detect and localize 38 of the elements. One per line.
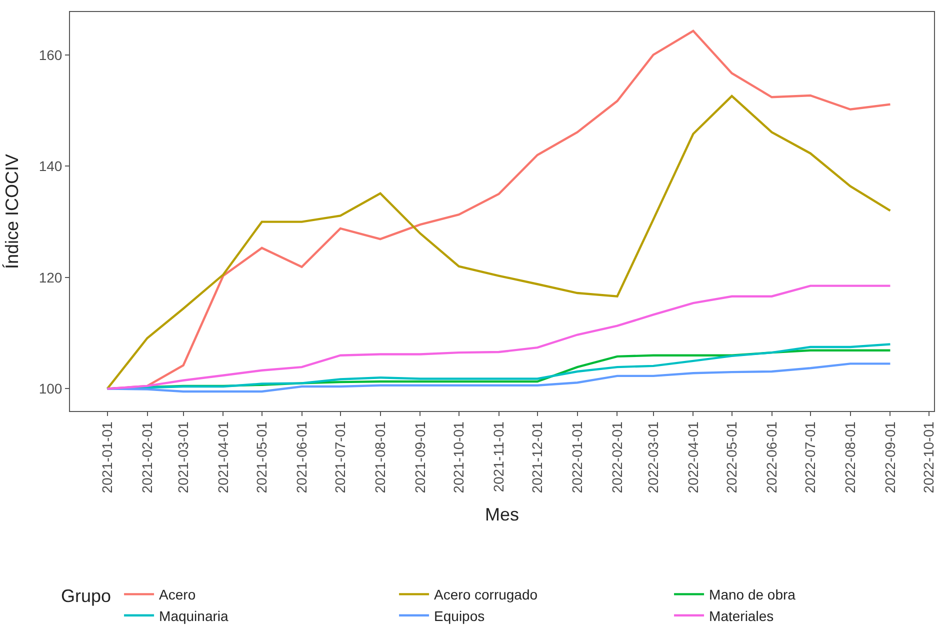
y-tick-label: 100	[38, 380, 62, 397]
x-tick-label: 2021-08-01	[372, 421, 388, 494]
legend-label: Acero corrugado	[434, 586, 538, 603]
x-tick-label: 2022-09-01	[882, 421, 898, 494]
legend-title: Grupo	[61, 586, 112, 606]
x-tick-label: 2021-06-01	[293, 421, 310, 494]
legend-label: Equipos	[434, 608, 485, 624]
y-tick-label: 160	[38, 46, 62, 63]
x-tick-label: 2021-04-01	[214, 421, 231, 494]
legend-label: Materiales	[709, 608, 774, 624]
x-tick-label: 2021-02-01	[138, 421, 155, 494]
x-tick-label: 2021-10-01	[450, 421, 466, 494]
x-tick-label: 2022-03-01	[644, 421, 661, 494]
y-axis-title: Índice ICOCIV	[2, 154, 22, 270]
line-series	[106, 362, 892, 393]
x-tick-label: 2022-04-01	[684, 421, 701, 494]
y-tick-label: 140	[38, 158, 62, 174]
x-tick-label: 2021-09-01	[412, 421, 428, 494]
x-tick-label: 2022-06-01	[763, 421, 780, 494]
legend-label: Mano de obra	[709, 586, 796, 603]
legend-label: Acero	[159, 586, 196, 603]
x-tick-label: 2021-05-01	[253, 421, 270, 494]
x-tick-label: 2022-10-01	[920, 421, 936, 494]
x-tick-label: 2022-02-01	[608, 421, 625, 494]
x-tick-label: 2021-12-01	[528, 421, 545, 494]
x-tick-label: 2022-05-01	[723, 421, 740, 494]
x-tick-label: 2021-03-01	[174, 421, 191, 494]
line-series	[106, 284, 892, 390]
x-tick-label: 2021-01-01	[98, 421, 115, 494]
x-tick-label: 2021-11-01	[490, 421, 506, 492]
x-tick-label: 2021-07-01	[332, 421, 348, 494]
x-tick-label: 2022-07-01	[802, 421, 818, 494]
x-tick-label: 2022-01-01	[568, 421, 585, 494]
line-series	[106, 94, 892, 390]
x-tick-label: 2022-08-01	[842, 421, 858, 494]
y-tick-label: 120	[38, 269, 62, 286]
legend-label: Maquinaria	[159, 608, 229, 624]
x-axis-title: Mes	[484, 504, 520, 524]
